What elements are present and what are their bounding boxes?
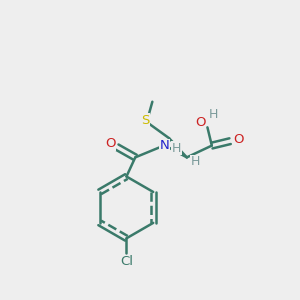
Text: O: O [233,133,244,146]
Text: O: O [195,116,205,128]
Text: H: H [172,142,181,155]
Text: H: H [191,155,200,168]
Text: O: O [105,137,116,150]
Text: S: S [141,114,150,127]
Text: Cl: Cl [120,255,133,268]
Text: N: N [160,140,169,152]
Text: H: H [209,109,219,122]
